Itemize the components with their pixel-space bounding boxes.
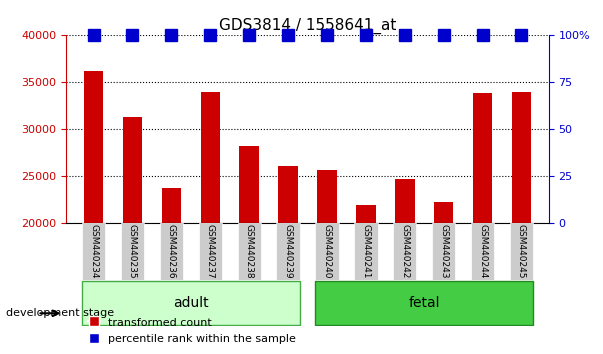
Bar [82,223,106,280]
Legend: transformed count, percentile rank within the sample: transformed count, percentile rank withi… [84,313,301,348]
Bar [198,223,222,280]
Text: GSM440235: GSM440235 [128,224,137,279]
Bar [121,223,144,280]
Bar [395,179,414,354]
Bar [432,223,455,280]
Bar [201,92,220,354]
Text: GSM440245: GSM440245 [517,224,526,279]
Text: adult: adult [173,296,209,310]
Bar [510,223,533,280]
Bar [434,202,453,354]
Text: GSM440236: GSM440236 [167,224,176,279]
Text: GSM440239: GSM440239 [283,224,292,279]
Bar [279,166,298,354]
Bar [123,117,142,354]
Bar [315,223,339,280]
Text: GSM440242: GSM440242 [400,224,409,279]
Bar [239,146,259,354]
Text: GSM440238: GSM440238 [245,224,254,279]
Bar [276,223,300,280]
Bar [393,223,417,280]
Bar [162,188,181,354]
Bar [512,92,531,354]
Text: GSM440240: GSM440240 [323,224,332,279]
Bar [317,170,336,354]
Text: development stage: development stage [6,308,114,318]
Bar [315,281,533,325]
Title: GDS3814 / 1558641_at: GDS3814 / 1558641_at [219,18,396,34]
Bar [82,281,300,325]
Bar [160,223,183,280]
Text: GSM440241: GSM440241 [361,224,370,279]
Text: GSM440243: GSM440243 [439,224,448,279]
Bar [471,223,494,280]
Bar [238,223,261,280]
Text: fetal: fetal [408,296,440,310]
Bar [354,223,377,280]
Text: GSM440237: GSM440237 [206,224,215,279]
Bar [473,93,492,354]
Bar [356,205,376,354]
Bar [84,71,103,354]
Text: GSM440234: GSM440234 [89,224,98,279]
Text: GSM440244: GSM440244 [478,224,487,279]
